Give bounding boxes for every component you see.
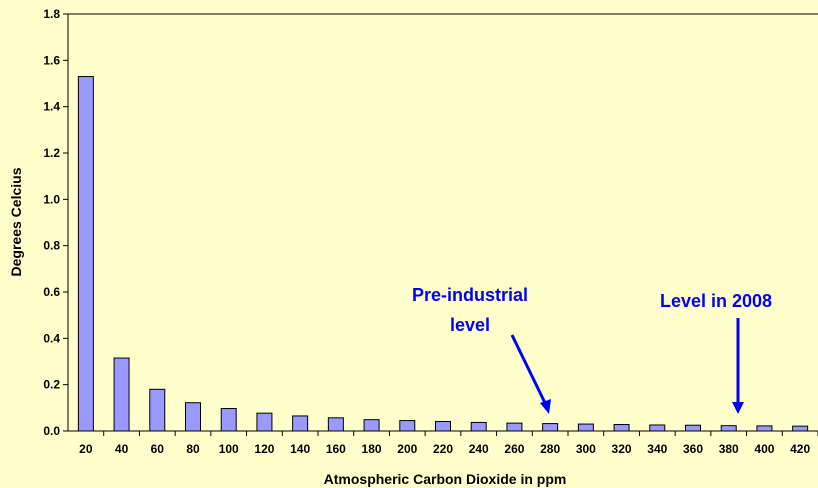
bar-160 (327, 417, 344, 432)
x-tick-label: 380 (719, 442, 739, 456)
bar-400 (756, 425, 773, 432)
bar-140 (292, 415, 309, 432)
annotation-preindustrial: Pre-industrial level (412, 285, 551, 414)
x-tick-label: 280 (540, 442, 560, 456)
y-axis-title: Degrees Celcius (8, 167, 24, 276)
annotation-preindustrial-arrow-shaft (510, 334, 548, 406)
y-tick-label: 1.2 (43, 146, 60, 160)
x-tick-label: 160 (326, 442, 346, 456)
x-tick-label: 420 (790, 442, 810, 456)
y-tick-label: 0.4 (43, 331, 60, 345)
annotation-2008-text: Level in 2008 (660, 291, 772, 311)
bar-360 (685, 424, 701, 432)
bar-420 (792, 425, 809, 432)
x-tick-label: 100 (219, 442, 239, 456)
y-tick-label: 1.4 (43, 100, 60, 114)
bar-300 (577, 423, 594, 432)
bar-120 (256, 412, 273, 432)
x-tick-label: 140 (290, 442, 310, 456)
y-tick-label: 1.0 (43, 192, 60, 206)
y-tick-label: 0.6 (43, 285, 60, 299)
x-tick-label: 340 (647, 442, 667, 456)
annotation-2008: Level in 2008 (660, 291, 772, 414)
y-tick-label: 1.6 (43, 53, 60, 67)
x-tick-label: 200 (397, 442, 417, 456)
bar-20 (77, 76, 94, 432)
x-tick-group: 20 40 60 80 100 120 140 160 180 200 220 240 260 280 30… (79, 431, 818, 456)
x-tick-label: 60 (151, 442, 165, 456)
x-tick-label: 180 (362, 442, 382, 456)
y-tick-label: 0.8 (43, 239, 60, 253)
bar-40 (113, 357, 130, 432)
annotation-2008-arrowhead (732, 402, 744, 414)
annotation-preindustrial-line2: level (450, 315, 490, 335)
x-tick-label: 360 (683, 442, 703, 456)
x-tick-label: 320 (612, 442, 632, 456)
bar-220 (435, 421, 451, 432)
x-tick-label: 40 (115, 442, 129, 456)
bar-group (77, 76, 809, 432)
x-tick-label: 120 (254, 442, 274, 456)
bar-380 (720, 425, 737, 432)
y-tick-group: 0.0 0.2 0.4 0.6 0.8 1.0 1.2 1.4 1.6 1.8 (43, 7, 68, 438)
bar-320 (613, 424, 630, 432)
annotation-preindustrial-line1: Pre-industrial (412, 285, 528, 305)
y-tick-label: 0.0 (43, 424, 60, 438)
x-tick-label: 400 (754, 442, 774, 456)
x-tick-label: 220 (433, 442, 453, 456)
y-tick-label: 1.8 (43, 7, 60, 21)
bar-240 (470, 421, 487, 432)
bar-60 (149, 388, 166, 432)
x-tick-label: 80 (186, 442, 200, 456)
bar-200 (399, 420, 416, 432)
x-tick-label: 20 (79, 442, 93, 456)
x-tick-label: 240 (469, 442, 489, 456)
bar-340 (649, 424, 666, 432)
bar-80 (185, 402, 201, 432)
x-tick-label: 260 (504, 442, 524, 456)
bar-100 (220, 408, 237, 432)
x-tick-label: 300 (576, 442, 596, 456)
bar-260 (506, 422, 523, 432)
bar-180 (363, 419, 380, 432)
bar-280 (542, 423, 559, 432)
annotation-preindustrial-arrowhead (540, 399, 551, 414)
y-tick-label: 0.2 (43, 378, 60, 392)
x-axis-title: Atmospheric Carbon Dioxide in ppm (324, 471, 567, 487)
